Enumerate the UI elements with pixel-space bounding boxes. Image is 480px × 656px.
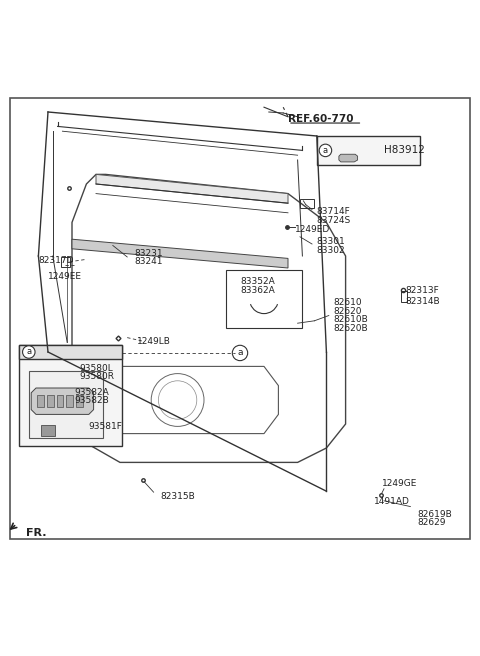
Text: 1249EE: 1249EE (48, 272, 82, 281)
Bar (19, 345, 122, 445)
Text: 82610B: 82610B (334, 316, 368, 324)
Text: 93582A: 93582A (74, 388, 109, 398)
Text: 83231: 83231 (134, 249, 163, 258)
Bar (37, 395, 44, 407)
Polygon shape (31, 388, 94, 415)
Text: 83241: 83241 (134, 257, 163, 266)
Circle shape (319, 144, 332, 157)
Text: 93582B: 93582B (74, 396, 109, 405)
Bar (19, 345, 122, 359)
Bar (57, 395, 63, 407)
Text: 82620: 82620 (334, 307, 362, 316)
Text: 82313F: 82313F (406, 286, 439, 295)
Bar (317, 136, 420, 165)
Text: 83301: 83301 (317, 237, 346, 246)
Text: 93580R: 93580R (79, 373, 114, 381)
Text: 83724S: 83724S (317, 216, 351, 225)
Text: 82314B: 82314B (406, 297, 440, 306)
Text: a: a (26, 348, 31, 356)
Bar (47, 395, 54, 407)
Text: 1249ED: 1249ED (295, 224, 330, 234)
Circle shape (232, 345, 248, 361)
Text: 83302: 83302 (317, 246, 346, 255)
Polygon shape (72, 239, 288, 268)
Bar (401, 291, 407, 302)
Polygon shape (339, 154, 358, 162)
Text: 82315B: 82315B (161, 493, 195, 501)
Bar (61, 257, 70, 266)
Polygon shape (41, 425, 55, 436)
Text: 82610: 82610 (334, 298, 362, 307)
Text: a: a (237, 348, 243, 358)
Text: 1249GE: 1249GE (382, 480, 417, 489)
Text: 82619B: 82619B (418, 510, 452, 519)
Text: 83352A: 83352A (240, 277, 275, 287)
Text: 82629: 82629 (418, 518, 446, 527)
Text: FR.: FR. (26, 529, 47, 539)
Text: 1249LB: 1249LB (137, 337, 171, 346)
Bar (300, 199, 314, 208)
Text: 93581F: 93581F (89, 422, 123, 431)
Bar (29, 371, 103, 438)
Text: 83362A: 83362A (240, 286, 275, 295)
Text: REF.60-770: REF.60-770 (288, 114, 353, 124)
Bar (226, 270, 302, 328)
Text: 82620B: 82620B (334, 324, 368, 333)
Text: H83912: H83912 (384, 146, 425, 155)
Text: 93580L: 93580L (79, 364, 113, 373)
Bar (76, 395, 83, 407)
Text: 82317D: 82317D (38, 256, 74, 265)
Bar (66, 395, 73, 407)
Circle shape (23, 346, 35, 358)
Text: a: a (323, 146, 328, 155)
Text: 1491AD: 1491AD (374, 497, 410, 506)
Polygon shape (96, 174, 288, 203)
Text: 83714F: 83714F (317, 207, 350, 216)
